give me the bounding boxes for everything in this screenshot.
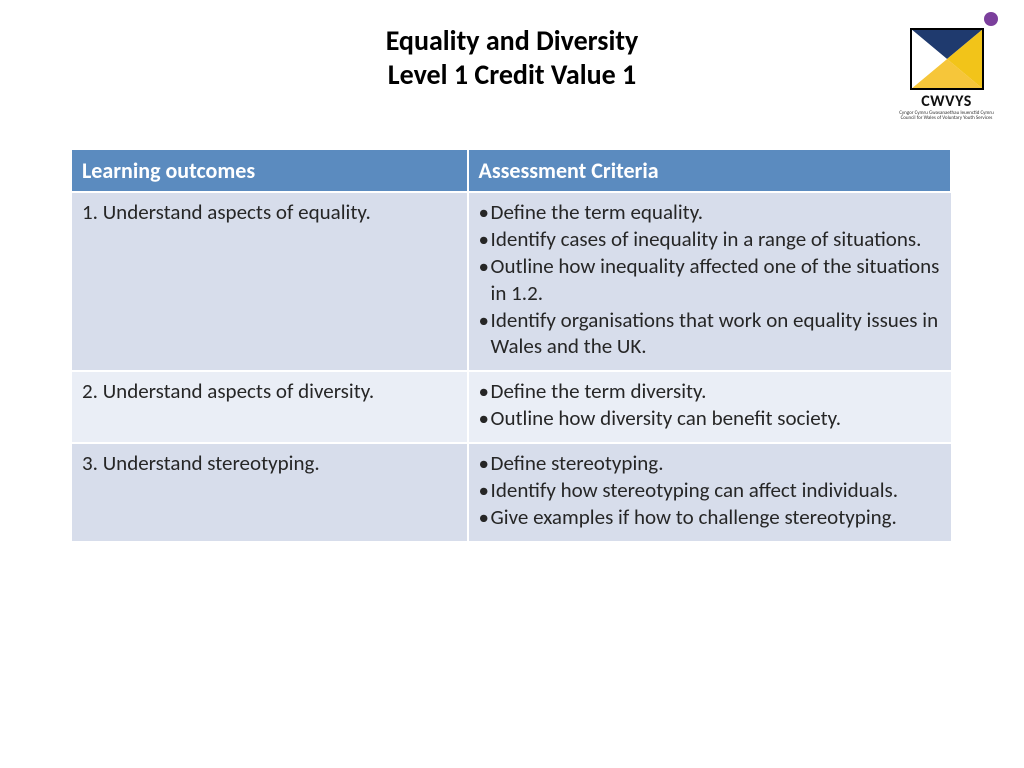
table-header-row: Learning outcomes Assessment Criteria [72,150,951,192]
criteria-cell: Define stereotyping.Identify how stereot… [468,443,951,541]
criteria-item: Outline how inequality affected one of t… [479,253,941,307]
title-line-2: Level 1 Credit Value 1 [0,58,1024,92]
criteria-list: Define stereotyping.Identify how stereot… [479,450,941,531]
criteria-item: Define the term diversity. [479,378,941,405]
logo-text: CWVYS [899,92,994,111]
criteria-cell: Define the term equality.Identify cases … [468,192,951,371]
logo-dot-icon [984,12,998,26]
table-row: 2. Understand aspects of diversity.Defin… [72,371,951,443]
criteria-list: Define the term equality.Identify cases … [479,199,941,360]
logo-mark-icon [910,28,984,90]
criteria-item: Identify organisations that work on equa… [479,307,941,361]
col-header-criteria: Assessment Criteria [468,150,951,192]
title-line-1: Equality and Diversity [0,24,1024,58]
logo-subtext-2: Council for Wales of Voluntary Youth Ser… [899,116,994,121]
criteria-item: Define stereotyping. [479,450,941,477]
outcomes-table: Learning outcomes Assessment Criteria 1.… [72,150,952,541]
page-title: Equality and Diversity Level 1 Credit Va… [0,24,1024,91]
table-row: 3. Understand stereotyping.Define stereo… [72,443,951,541]
criteria-item: Give examples if how to challenge stereo… [479,504,941,531]
criteria-item: Identify how stereotyping can affect ind… [479,477,941,504]
col-header-outcomes: Learning outcomes [72,150,468,192]
criteria-item: Outline how diversity can benefit societ… [479,405,941,432]
header: Equality and Diversity Level 1 Credit Va… [0,0,1024,150]
criteria-item: Identify cases of inequality in a range … [479,226,941,253]
logo: CWVYS Cyngor Cymru Gwasanaethau Ieuencti… [899,18,994,121]
criteria-cell: Define the term diversity.Outline how di… [468,371,951,443]
outcome-cell: 1. Understand aspects of equality. [72,192,468,371]
outcome-cell: 3. Understand stereotyping. [72,443,468,541]
outcome-cell: 2. Understand aspects of diversity. [72,371,468,443]
criteria-list: Define the term diversity.Outline how di… [479,378,941,432]
criteria-item: Define the term equality. [479,199,941,226]
table-row: 1. Understand aspects of equality.Define… [72,192,951,371]
